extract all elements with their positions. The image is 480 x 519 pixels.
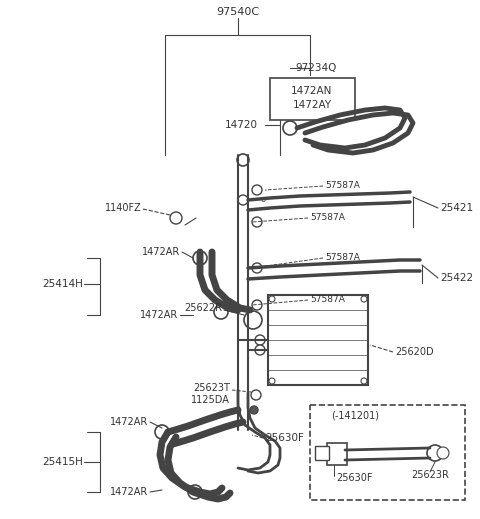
Text: 57587A: 57587A <box>325 182 360 190</box>
Text: 97234Q: 97234Q <box>295 63 336 73</box>
Circle shape <box>427 445 443 461</box>
Text: 57587A: 57587A <box>325 253 360 263</box>
Text: 25623T: 25623T <box>193 383 230 393</box>
Circle shape <box>244 311 262 329</box>
Circle shape <box>238 195 248 205</box>
Text: 25623R: 25623R <box>411 470 449 480</box>
Text: 1472AN: 1472AN <box>291 86 333 96</box>
Text: 25630F: 25630F <box>265 433 304 443</box>
Bar <box>268 295 368 385</box>
Text: o: o <box>261 196 265 204</box>
Circle shape <box>437 447 449 459</box>
Bar <box>310 405 465 500</box>
Text: 25421: 25421 <box>440 203 473 213</box>
Circle shape <box>251 390 261 400</box>
Text: (-141201): (-141201) <box>331 410 379 420</box>
Text: 25622R: 25622R <box>184 303 222 313</box>
Text: 1125DA: 1125DA <box>191 395 230 405</box>
Text: 1472AR: 1472AR <box>110 417 148 427</box>
Text: 25422: 25422 <box>440 273 473 283</box>
Text: 25414H: 25414H <box>42 279 83 289</box>
Circle shape <box>283 121 297 135</box>
Bar <box>315 446 329 460</box>
Bar <box>270 78 355 120</box>
Circle shape <box>252 217 262 227</box>
Text: 57587A: 57587A <box>310 213 345 223</box>
Circle shape <box>250 406 258 414</box>
Text: 97540C: 97540C <box>216 7 260 17</box>
Circle shape <box>214 305 228 319</box>
Circle shape <box>170 212 182 224</box>
Text: 1472AR: 1472AR <box>142 247 180 257</box>
Circle shape <box>252 185 262 195</box>
Circle shape <box>155 425 169 439</box>
Circle shape <box>188 485 202 499</box>
Circle shape <box>252 300 262 310</box>
Text: 1472AY: 1472AY <box>292 100 332 110</box>
Text: 25620D: 25620D <box>395 347 433 357</box>
Text: 1140FZ: 1140FZ <box>105 203 142 213</box>
Circle shape <box>193 251 207 265</box>
Text: 14720: 14720 <box>225 120 258 130</box>
Circle shape <box>361 378 367 384</box>
Text: 25630F: 25630F <box>336 473 372 483</box>
Text: 1472AR: 1472AR <box>110 487 148 497</box>
Circle shape <box>255 335 265 345</box>
Circle shape <box>255 345 265 355</box>
Text: 1472AR: 1472AR <box>140 310 178 320</box>
Circle shape <box>252 263 262 273</box>
Circle shape <box>361 296 367 302</box>
Circle shape <box>269 378 275 384</box>
Text: 57587A: 57587A <box>310 295 345 305</box>
Text: 25415H: 25415H <box>42 457 83 467</box>
Bar <box>327 443 347 465</box>
Circle shape <box>269 296 275 302</box>
Circle shape <box>237 154 249 166</box>
